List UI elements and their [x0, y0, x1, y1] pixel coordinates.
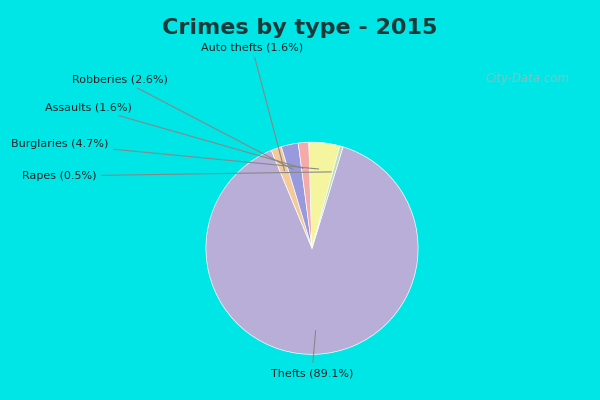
Text: Burglaries (4.7%): Burglaries (4.7%) [11, 139, 319, 169]
Text: Assaults (1.6%): Assaults (1.6%) [45, 102, 303, 168]
Text: City-Data.com: City-Data.com [486, 72, 570, 85]
Wedge shape [271, 147, 312, 248]
Text: Crimes by type - 2015: Crimes by type - 2015 [163, 18, 437, 38]
Text: Robberies (2.6%): Robberies (2.6%) [72, 74, 293, 169]
Text: Rapes (0.5%): Rapes (0.5%) [22, 171, 331, 181]
Wedge shape [281, 143, 312, 248]
Text: Auto thefts (1.6%): Auto thefts (1.6%) [201, 42, 303, 171]
Wedge shape [312, 146, 343, 248]
Wedge shape [206, 147, 418, 354]
Text: Thefts (89.1%): Thefts (89.1%) [271, 330, 353, 378]
Wedge shape [298, 142, 312, 248]
Wedge shape [309, 142, 340, 248]
